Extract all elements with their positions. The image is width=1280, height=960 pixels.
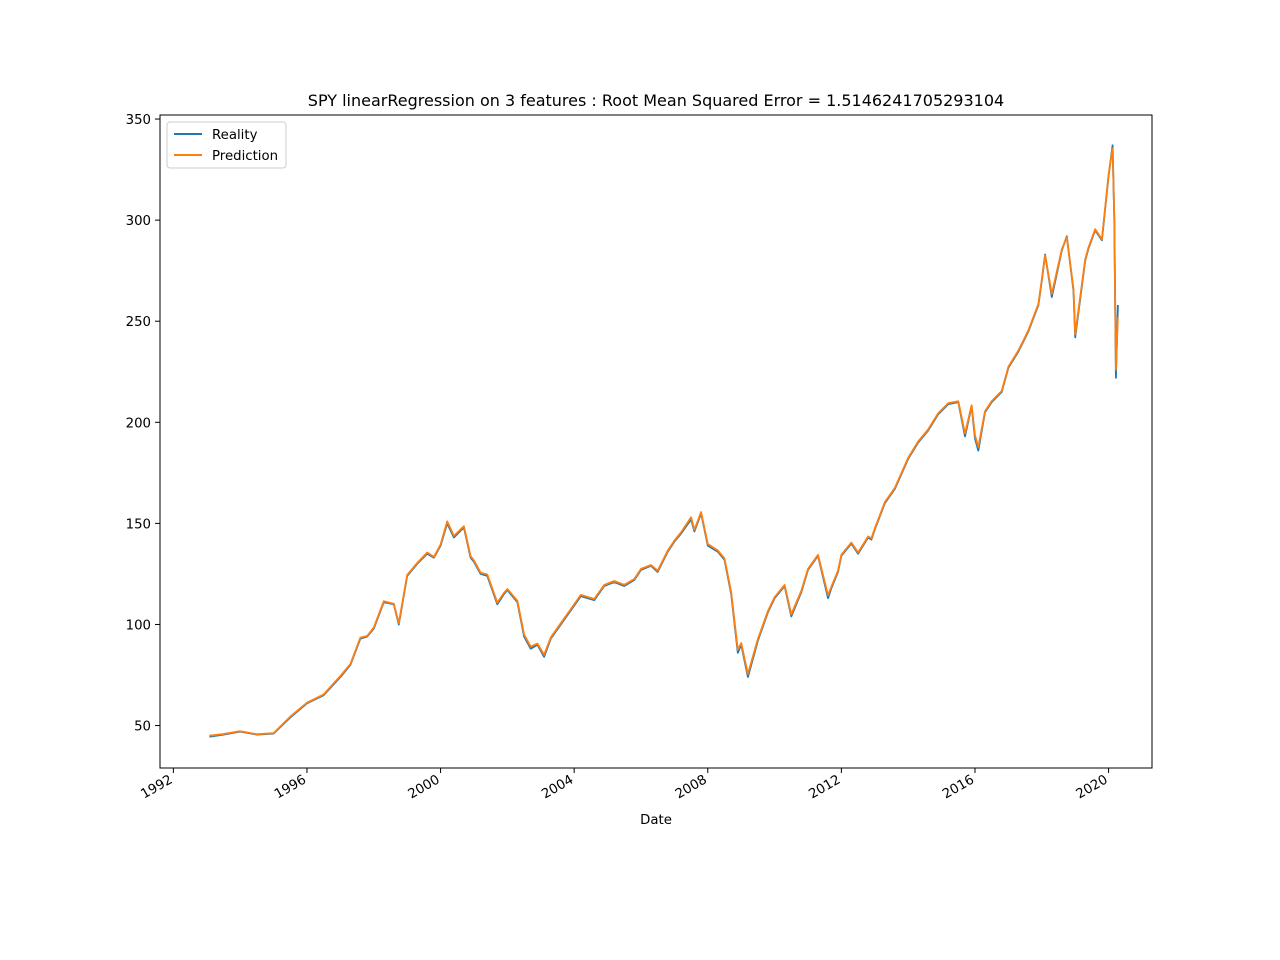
y-tick-label: 300: [126, 214, 151, 229]
y-tick-label: 250: [126, 315, 151, 330]
legend: Reality Prediction: [166, 121, 287, 169]
y-tick-label: 100: [126, 618, 151, 633]
y-tick-label: 150: [126, 517, 151, 532]
x-axis-label: Date: [640, 813, 672, 828]
plot-lines: [209, 144, 1119, 738]
legend-label-reality: Reality: [212, 128, 258, 143]
series-line-prediction: [209, 147, 1119, 737]
y-tick-label: 200: [126, 416, 151, 431]
chart-title: SPY linearRegression on 3 features : Roo…: [308, 91, 1004, 110]
y-axis: 50 100 150 200 250 300 350: [126, 113, 160, 735]
y-tick-label: 350: [126, 113, 151, 128]
legend-label-prediction: Prediction: [212, 149, 278, 164]
y-tick-label: 50: [134, 720, 151, 735]
plot-frame: [159, 114, 1153, 769]
